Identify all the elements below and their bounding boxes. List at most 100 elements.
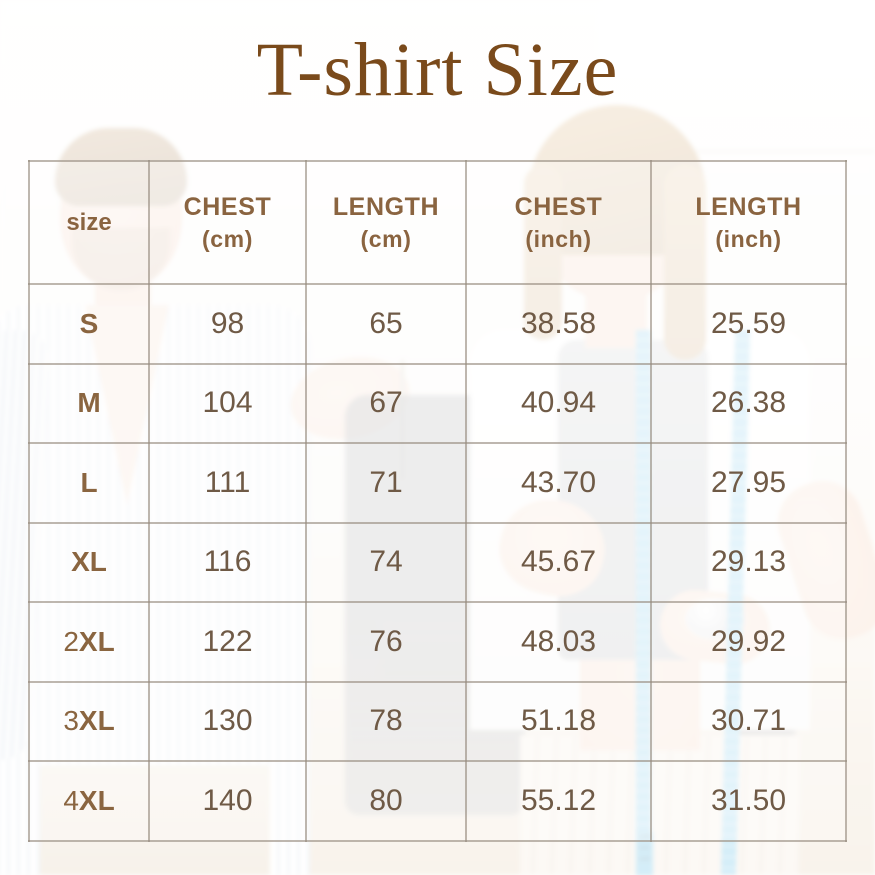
page-title: T-shirt Size	[256, 28, 619, 112]
cell-chest-inch-value: 45.67	[520, 545, 597, 579]
cell-chest-inch-value: 51.18	[520, 704, 597, 738]
cell-chest-cm-value: 140	[202, 783, 253, 817]
cell-length-inch: 31.50	[650, 760, 847, 842]
cell-chest-cm: 122	[148, 601, 307, 683]
size-prefix: 3	[63, 705, 79, 737]
cell-chest-inch: 55.12	[465, 760, 652, 842]
chest-inch-unit: (inch)	[525, 225, 592, 252]
size-label: 2XL	[63, 626, 114, 657]
column-header-chest-cm: CHEST (cm)	[148, 160, 307, 285]
size-core: L	[80, 466, 98, 498]
cell-chest-inch-value: 48.03	[520, 624, 597, 658]
length-cm-unit: (cm)	[360, 225, 412, 252]
table-header-row: size CHEST (cm) LENGTH (cm)	[28, 160, 847, 285]
column-header-chest-cm-label: CHEST (cm)	[150, 193, 305, 254]
size-core: S	[79, 307, 99, 339]
size-core: XL	[78, 625, 115, 657]
cell-chest-inch: 38.58	[465, 283, 652, 365]
size-label: M	[77, 387, 100, 418]
size-core: XL	[71, 546, 107, 578]
size-label: S	[80, 308, 99, 339]
cell-length-cm: 76	[305, 601, 467, 683]
cell-length-inch: 29.13	[650, 521, 847, 603]
table-row: 3XL 130 78 51.18 30.71	[28, 680, 847, 762]
cell-chest-cm-value: 111	[204, 465, 251, 499]
cell-length-cm-value: 78	[369, 704, 403, 738]
size-label: XL	[71, 546, 107, 577]
column-header-length-inch-label: LENGTH (inch)	[652, 193, 845, 254]
chest-cm-unit: (cm)	[202, 225, 253, 252]
cell-chest-inch-value: 55.12	[520, 783, 597, 817]
cell-chest-cm: 111	[148, 442, 307, 524]
column-header-length-cm: LENGTH (cm)	[305, 160, 467, 285]
column-header-chest-inch-label: CHEST (inch)	[467, 193, 650, 254]
cell-size: 3XL	[28, 680, 150, 762]
cell-length-cm: 65	[305, 283, 467, 365]
cell-chest-cm: 104	[148, 362, 307, 444]
cell-size: 4XL	[28, 760, 150, 842]
cell-length-cm: 80	[305, 760, 467, 842]
length-cm-title: LENGTH	[332, 192, 440, 221]
cell-size: L	[28, 442, 150, 524]
size-prefix: 2	[63, 625, 79, 657]
cell-length-cm-value: 74	[369, 545, 403, 579]
size-table-container: size CHEST (cm) LENGTH (cm)	[28, 160, 847, 842]
column-header-length-cm-label: LENGTH (cm)	[307, 193, 465, 254]
size-core: XL	[78, 705, 115, 737]
size-label: 4XL	[63, 785, 114, 816]
size-table: size CHEST (cm) LENGTH (cm)	[28, 160, 847, 842]
cell-chest-inch-value: 40.94	[520, 386, 597, 420]
cell-chest-cm: 116	[148, 521, 307, 603]
cell-length-inch-value: 29.92	[710, 624, 787, 658]
cell-chest-inch-value: 43.70	[520, 465, 597, 499]
cell-size: M	[28, 362, 150, 444]
cell-length-inch: 26.38	[650, 362, 847, 444]
table-row: M 104 67 40.94 26.38	[28, 362, 847, 444]
cell-length-cm-value: 65	[369, 306, 403, 340]
cell-chest-inch: 43.70	[465, 442, 652, 524]
size-label: 3XL	[63, 705, 114, 736]
chest-cm-title: CHEST	[183, 192, 272, 221]
cell-chest-cm: 98	[148, 283, 307, 365]
cell-chest-cm-value: 130	[202, 704, 253, 738]
cell-chest-cm: 130	[148, 680, 307, 762]
cell-chest-cm-value: 116	[203, 545, 252, 579]
cell-length-cm: 78	[305, 680, 467, 762]
column-header-length-inch: LENGTH (inch)	[650, 160, 847, 285]
cell-length-cm-value: 80	[369, 783, 403, 817]
cell-chest-inch: 45.67	[465, 521, 652, 603]
column-header-chest-inch: CHEST (inch)	[465, 160, 652, 285]
cell-length-inch-value: 29.13	[710, 545, 787, 579]
cell-length-cm: 67	[305, 362, 467, 444]
size-core: M	[77, 387, 101, 419]
cell-chest-cm-value: 122	[202, 624, 253, 658]
cell-size: 2XL	[28, 601, 150, 683]
cell-chest-cm: 140	[148, 760, 307, 842]
cell-size: XL	[28, 521, 150, 603]
cell-length-inch-value: 31.50	[710, 783, 787, 817]
cell-length-cm: 74	[305, 521, 467, 603]
chest-inch-title: CHEST	[514, 192, 603, 221]
column-header-size: size	[28, 160, 150, 285]
length-inch-title: LENGTH	[695, 192, 802, 221]
cell-length-inch-value: 30.71	[710, 704, 787, 738]
cell-length-cm-value: 71	[369, 465, 403, 499]
table-row: 2XL 122 76 48.03 29.92	[28, 601, 847, 683]
cell-length-inch-value: 25.59	[710, 306, 787, 340]
cell-chest-inch-value: 38.58	[520, 306, 597, 340]
size-prefix: 4	[63, 784, 79, 816]
cell-chest-cm-value: 104	[202, 386, 253, 420]
size-label: L	[80, 467, 97, 498]
table-row: 4XL 140 80 55.12 31.50	[28, 760, 847, 842]
table-row: XL 116 74 45.67 29.13	[28, 521, 847, 603]
cell-length-cm-value: 67	[369, 386, 403, 420]
size-table-body: S 98 65 38.58 25.59 M 104 67 40.94 26.38 L 111 71 43.…	[28, 283, 847, 842]
cell-length-inch: 25.59	[650, 283, 847, 365]
cell-length-inch-value: 27.95	[710, 465, 787, 499]
cell-chest-cm-value: 98	[210, 306, 245, 340]
size-core: XL	[78, 784, 115, 816]
cell-length-inch: 30.71	[650, 680, 847, 762]
cell-size: S	[28, 283, 150, 365]
cell-length-inch: 27.95	[650, 442, 847, 524]
